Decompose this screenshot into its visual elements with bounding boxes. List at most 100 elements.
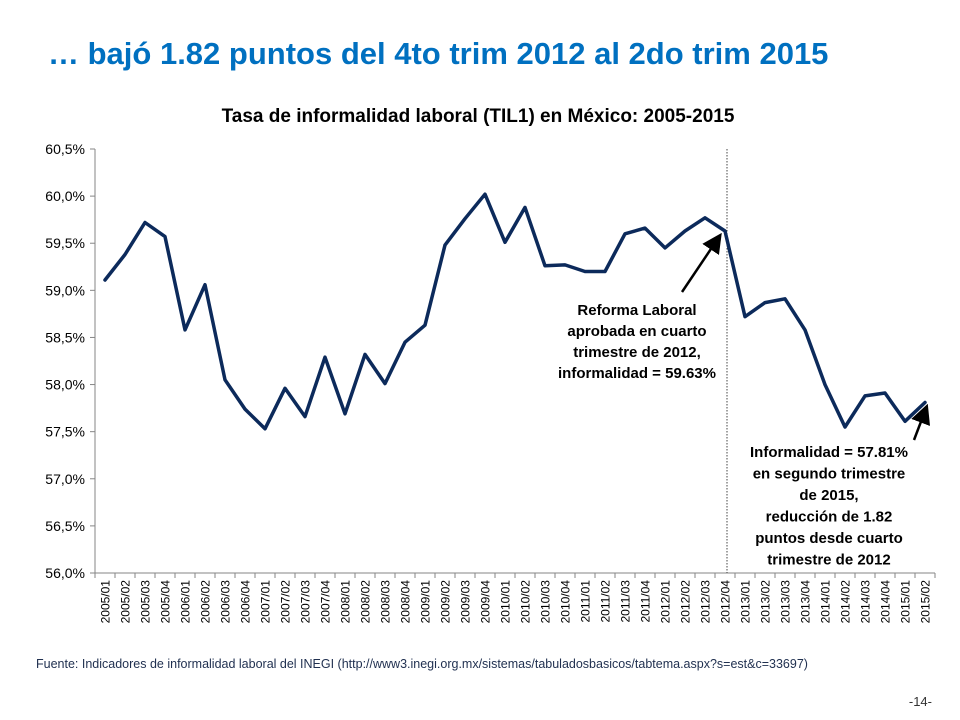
x-tick-label: 2010/02: [519, 580, 533, 624]
y-tick-label: 58,0%: [45, 377, 85, 393]
line-chart: Tasa de informalidad laboral (TIL1) en M…: [45, 106, 936, 624]
data-point: [163, 235, 167, 238]
data-point: [203, 283, 207, 286]
annotation-2015-text: trimestre de 2012: [767, 552, 890, 569]
x-tick-label: 2010/01: [499, 580, 513, 624]
x-tick-label: 2015/02: [919, 580, 933, 624]
annotation-2015-text: en segundo trimestre: [753, 466, 906, 483]
x-tick-label: 2011/02: [599, 580, 613, 623]
x-tick-label: 2005/01: [99, 580, 113, 624]
annotation-2015-text: reducción de 1.82: [766, 509, 893, 526]
data-point: [923, 401, 927, 404]
x-tick-label: 2013/03: [779, 580, 793, 624]
data-point: [123, 253, 127, 256]
x-tick-label: 2015/01: [899, 580, 913, 624]
headline: … bajó 1.82 puntos del 4to trim 2012 al …: [48, 36, 829, 71]
x-tick-label: 2006/01: [179, 580, 193, 624]
annotation-reforma-text: Reforma Laboral: [577, 302, 696, 319]
page-number: -14-: [908, 694, 932, 709]
data-point: [343, 412, 347, 415]
data-point: [423, 323, 427, 327]
data-point: [743, 315, 747, 318]
data-point: [663, 246, 667, 250]
y-tick-label: 59,0%: [45, 282, 85, 298]
data-point: [143, 221, 147, 224]
x-tick-label: 2012/01: [659, 580, 673, 624]
data-point: [583, 270, 587, 273]
x-tick-label: 2014/01: [819, 580, 833, 624]
data-point: [523, 206, 527, 209]
x-tick-label: 2011/01: [579, 580, 593, 623]
x-tick-label: 2007/04: [319, 580, 333, 624]
data-point: [283, 387, 287, 390]
x-tick-label: 2009/01: [419, 580, 433, 624]
y-tick-label: 57,5%: [45, 424, 85, 440]
source-note: Fuente: Indicadores de informalidad labo…: [36, 657, 808, 671]
x-tick-label: 2009/02: [439, 580, 453, 624]
x-tick-label: 2014/02: [839, 580, 853, 624]
x-tick-label: 2010/03: [539, 580, 553, 624]
y-tick-label: 57,0%: [45, 471, 85, 487]
data-point: [483, 193, 487, 196]
x-tick-label: 2013/04: [799, 580, 813, 624]
data-point: [823, 383, 827, 386]
x-tick-label: 2006/02: [199, 580, 213, 624]
data-point: [103, 278, 107, 282]
data-point: [843, 425, 847, 429]
x-tick-label: 2008/01: [339, 580, 353, 624]
x-tick-label: 2009/04: [479, 580, 493, 624]
data-point: [543, 264, 547, 268]
annotation-reforma-text: informalidad = 59.63%: [558, 365, 716, 382]
x-tick-label: 2008/03: [379, 580, 393, 624]
data-point: [703, 216, 707, 219]
x-tick-label: 2014/04: [879, 580, 893, 624]
x-tick-label: 2012/04: [719, 580, 733, 624]
data-point: [883, 391, 887, 395]
annotation-reforma-text: aprobada en cuarto: [567, 323, 706, 340]
annotation-reforma-text: trimestre de 2012,: [573, 344, 701, 361]
x-tick-label: 2005/04: [159, 580, 173, 624]
data-point: [803, 328, 807, 332]
x-tick-label: 2007/01: [259, 580, 273, 624]
annotation-arrow: [680, 232, 722, 293]
data-point: [443, 243, 447, 247]
x-tick-label: 2013/02: [759, 580, 773, 624]
data-point: [243, 407, 247, 411]
x-tick-label: 2013/01: [739, 580, 753, 624]
chart-title: Tasa de informalidad laboral (TIL1) en M…: [222, 106, 735, 127]
data-point: [763, 301, 767, 304]
x-tick-label: 2006/03: [219, 580, 233, 624]
x-tick-label: 2007/02: [279, 580, 293, 624]
annotation-2015-text: puntos desde cuarto: [755, 530, 903, 547]
data-point: [603, 270, 607, 273]
x-tick-label: 2005/02: [119, 580, 133, 624]
x-tick-label: 2007/03: [299, 580, 313, 624]
y-tick-label: 58,5%: [45, 329, 85, 345]
data-point: [783, 297, 787, 301]
annotation-2015-text: Informalidad = 57.81%: [750, 444, 908, 461]
annotation-2015-text: de 2015,: [799, 487, 858, 504]
data-point: [503, 241, 507, 244]
x-tick-label: 2012/03: [699, 580, 713, 624]
data-point: [263, 427, 267, 431]
data-point: [383, 382, 387, 385]
data-point: [183, 328, 187, 332]
y-tick-label: 59,5%: [45, 235, 85, 251]
data-point: [903, 420, 907, 423]
x-tick-label: 2012/02: [679, 580, 693, 624]
y-tick-label: 56,5%: [45, 518, 85, 534]
data-point: [683, 229, 687, 233]
y-tick-label: 56,0%: [45, 565, 85, 581]
x-tick-label: 2005/03: [139, 580, 153, 624]
data-point: [863, 394, 867, 398]
x-tick-label: 2009/03: [459, 580, 473, 624]
data-point: [323, 356, 327, 359]
data-point: [723, 229, 727, 233]
data-point: [363, 353, 367, 356]
data-point: [463, 217, 467, 220]
x-tick-label: 2006/04: [239, 580, 253, 624]
data-point: [223, 378, 227, 382]
x-tick-label: 2014/03: [859, 580, 873, 624]
data-point: [643, 226, 647, 230]
x-tick-label: 2010/04: [559, 580, 573, 624]
